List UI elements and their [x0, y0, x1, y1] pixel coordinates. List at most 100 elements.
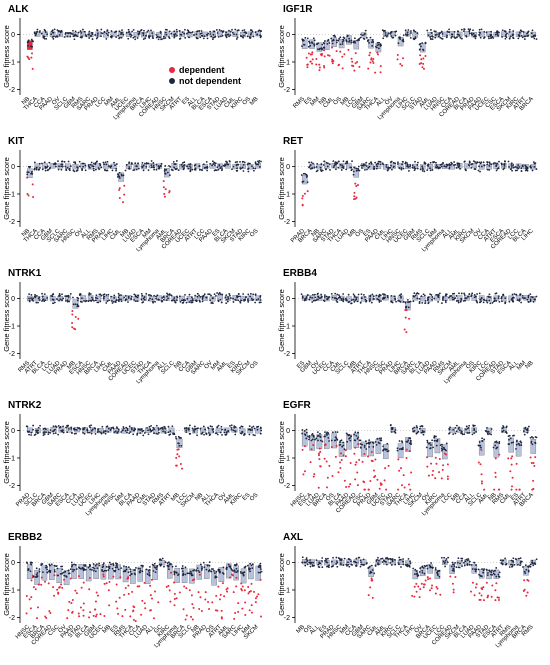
- data-point-dependent: [354, 463, 357, 466]
- data-point: [100, 432, 103, 435]
- data-point-dependent: [398, 469, 401, 472]
- data-point: [240, 432, 243, 435]
- data-point-dependent: [254, 601, 257, 604]
- data-point: [358, 37, 361, 40]
- data-point: [254, 293, 257, 296]
- data-point: [232, 165, 235, 168]
- data-point: [219, 293, 222, 296]
- data-point: [360, 563, 363, 566]
- data-point: [47, 433, 50, 435]
- data-point-dependent: [482, 599, 485, 602]
- data-point: [512, 33, 514, 36]
- data-point: [505, 33, 507, 36]
- data-point: [211, 38, 214, 41]
- data-point: [402, 560, 404, 563]
- data-point: [339, 296, 341, 299]
- data-point: [213, 572, 216, 575]
- data-point: [478, 165, 480, 168]
- data-point: [434, 568, 437, 571]
- data-point: [422, 567, 425, 569]
- data-point: [366, 40, 369, 42]
- data-point: [52, 425, 55, 428]
- data-point-dependent: [118, 196, 121, 199]
- data-point: [400, 167, 403, 169]
- data-point: [190, 301, 193, 304]
- data-point: [533, 34, 536, 37]
- data-point: [486, 301, 489, 304]
- data-point: [508, 31, 511, 33]
- data-point: [419, 567, 422, 570]
- data-point: [471, 163, 474, 165]
- data-point: [205, 33, 208, 36]
- data-point: [166, 171, 169, 174]
- data-point: [74, 303, 77, 306]
- data-point: [488, 432, 491, 435]
- data-point-dependent: [355, 461, 358, 464]
- data-point: [188, 163, 190, 166]
- data-point: [365, 161, 368, 164]
- data-point: [444, 565, 446, 568]
- data-point: [502, 168, 505, 171]
- data-point: [187, 31, 190, 34]
- data-point: [431, 38, 434, 41]
- y-tick-label: -2: [9, 87, 15, 94]
- data-point: [455, 300, 458, 302]
- x-tick-label: NB: [191, 624, 201, 634]
- data-point: [194, 294, 197, 297]
- y-tick-label: -1: [9, 588, 15, 595]
- data-point: [142, 164, 145, 167]
- data-point: [27, 171, 30, 174]
- data-point: [347, 563, 350, 566]
- data-point: [205, 161, 208, 163]
- data-point: [484, 429, 487, 432]
- data-point: [125, 31, 128, 34]
- data-point: [481, 568, 483, 570]
- data-point: [225, 302, 228, 305]
- data-point-dependent: [229, 576, 232, 579]
- data-point: [181, 162, 184, 164]
- data-point: [352, 170, 355, 173]
- data-point-dependent: [26, 192, 29, 195]
- data-point: [365, 165, 368, 167]
- x-tick-label: ES: [181, 96, 191, 106]
- data-point: [312, 561, 314, 564]
- data-point: [247, 162, 250, 165]
- data-point-dependent: [404, 316, 407, 319]
- data-point-dependent: [498, 453, 501, 456]
- data-point: [171, 565, 174, 568]
- data-point: [201, 295, 204, 298]
- data-point: [252, 293, 255, 296]
- data-point: [396, 449, 399, 452]
- data-point-dependent: [75, 592, 78, 595]
- data-point-dependent: [422, 57, 425, 60]
- data-point: [446, 561, 449, 564]
- data-point: [127, 28, 130, 31]
- data-point: [94, 168, 97, 171]
- data-point: [401, 160, 404, 163]
- data-point: [147, 429, 149, 432]
- data-point: [530, 296, 532, 298]
- data-point: [308, 434, 311, 437]
- data-point: [104, 168, 106, 171]
- data-point: [359, 36, 362, 39]
- data-point: [222, 30, 225, 33]
- data-point: [259, 562, 262, 565]
- data-point: [240, 299, 243, 302]
- data-point: [96, 431, 99, 433]
- data-point: [249, 292, 252, 295]
- data-point: [252, 298, 255, 301]
- data-point: [40, 32, 43, 35]
- data-point: [34, 34, 37, 37]
- y-axis-label: Gene fitness score: [277, 25, 286, 88]
- data-point: [222, 566, 225, 569]
- data-point: [195, 300, 198, 303]
- data-point: [114, 430, 117, 433]
- data-point: [459, 167, 461, 170]
- data-point: [306, 560, 308, 563]
- data-point-dependent: [191, 603, 194, 606]
- data-point: [407, 306, 410, 309]
- data-point-dependent: [167, 584, 170, 587]
- data-point: [498, 442, 501, 445]
- data-point: [342, 160, 345, 163]
- data-point: [179, 300, 182, 303]
